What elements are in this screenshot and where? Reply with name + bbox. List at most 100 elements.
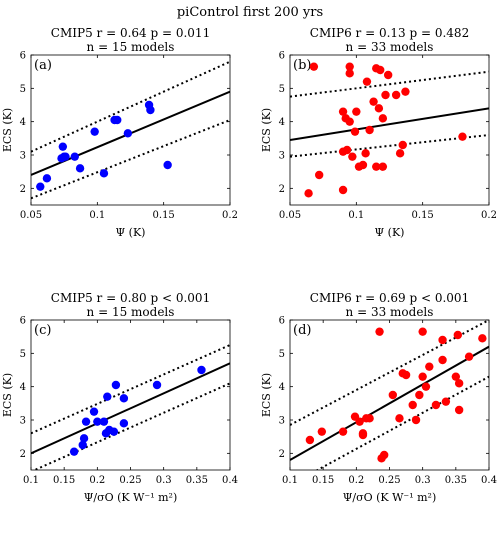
y-tick-label: 2: [279, 449, 285, 460]
x-tick-label: 0.35: [186, 475, 208, 486]
data-point: [441, 397, 451, 406]
data-point: [338, 427, 348, 436]
data-point: [61, 152, 70, 161]
data-point: [401, 370, 411, 380]
data-point: [361, 149, 370, 158]
x-tick-label: 0.05: [20, 210, 42, 221]
data-point: [58, 142, 68, 151]
data-point: [398, 140, 407, 150]
data-point: [152, 380, 162, 390]
x-tick-label: 0.3: [415, 475, 431, 486]
y-tick-label: 4: [20, 117, 26, 128]
lower-bound-line: [290, 134, 489, 158]
data-point: [197, 365, 206, 375]
data-point: [123, 129, 133, 138]
data-point: [309, 62, 319, 71]
data-point: [438, 355, 447, 365]
data-point: [109, 427, 119, 436]
x-tick-label: 0.35: [445, 475, 467, 486]
data-point: [458, 132, 467, 141]
lower-bound-line: [31, 119, 230, 200]
data-point: [81, 417, 91, 426]
x-tick-label: 0.05: [279, 210, 301, 221]
y-axis-label: ECS (K): [260, 108, 273, 152]
data-point: [314, 170, 324, 180]
data-point: [342, 145, 352, 155]
data-point: [350, 127, 360, 136]
data-point: [453, 330, 463, 340]
data-point: [305, 435, 315, 445]
y-tick-label: 4: [20, 382, 26, 393]
data-point: [379, 450, 389, 460]
data-point: [431, 400, 441, 410]
x-axis-label: Ψ/σO (K W⁻¹ m²): [343, 491, 437, 504]
regression-line: [290, 345, 489, 461]
x-tick-label: 0.4: [481, 475, 497, 486]
y-tick-label: 6: [20, 51, 26, 62]
x-axis-label: Ψ (K): [116, 226, 146, 239]
data-point: [89, 407, 99, 416]
data-point: [378, 162, 388, 171]
data-point: [348, 152, 357, 161]
x-tick-label: 0.1: [23, 475, 39, 486]
panel-label: (a): [34, 58, 52, 73]
y-axis-label: ECS (K): [260, 373, 273, 417]
axes-box: [289, 54, 490, 206]
data-point: [36, 182, 45, 191]
y-tick-label: 5: [279, 84, 285, 95]
x-tick-label: 0.1: [348, 210, 364, 221]
data-point: [395, 149, 405, 158]
data-point: [42, 174, 52, 183]
data-point: [345, 117, 354, 126]
panel-title: CMIP5 r = 0.64 p = 0.011: [51, 26, 210, 40]
data-point: [376, 65, 385, 75]
y-tick-label: 4: [279, 382, 285, 393]
x-tick-label: 0.4: [222, 475, 238, 486]
data-point: [338, 185, 348, 195]
data-point: [69, 447, 79, 456]
data-point: [113, 115, 122, 125]
data-point: [355, 417, 364, 426]
axes-box: [30, 319, 231, 471]
panel-subtitle: n = 15 models: [87, 305, 175, 319]
data-point: [146, 105, 155, 115]
y-tick-label: 3: [20, 416, 26, 427]
upper-bound-line: [31, 344, 230, 435]
y-tick-label: 5: [20, 84, 26, 95]
upper-bound-line: [31, 60, 230, 153]
y-tick-label: 3: [20, 151, 26, 162]
data-point: [411, 415, 421, 425]
data-point: [454, 405, 464, 415]
panel-subtitle: n = 15 models: [87, 40, 175, 54]
data-point: [378, 114, 388, 123]
x-tick-label: 0.3: [156, 475, 172, 486]
panel-title: CMIP5 r = 0.80 p < 0.001: [51, 291, 210, 305]
data-point: [90, 127, 99, 136]
data-point: [75, 164, 85, 173]
data-point: [383, 70, 393, 80]
data-point: [478, 334, 487, 343]
data-point: [362, 77, 372, 86]
panel-subtitle: n = 33 models: [346, 305, 434, 319]
data-point: [391, 90, 401, 100]
data-point: [317, 427, 327, 436]
x-tick-label: 0.15: [53, 475, 75, 486]
figure-suptitle: piControl first 200 yrs: [177, 5, 323, 20]
data-point: [99, 417, 109, 426]
x-tick-label: 0.2: [89, 475, 105, 486]
data-point: [388, 390, 398, 400]
data-point: [78, 440, 87, 450]
x-axis-label: Ψ (K): [375, 226, 405, 239]
y-tick-label: 5: [279, 349, 285, 360]
upper-bound-line: [290, 70, 489, 98]
data-point: [79, 434, 89, 443]
lower-bound-line: [32, 382, 230, 470]
panel-title: CMIP6 r = 0.69 p < 0.001: [310, 291, 469, 305]
data-point: [365, 125, 374, 135]
data-point: [372, 162, 381, 171]
data-point: [408, 400, 417, 410]
data-point: [454, 379, 464, 388]
data-point: [93, 417, 102, 426]
